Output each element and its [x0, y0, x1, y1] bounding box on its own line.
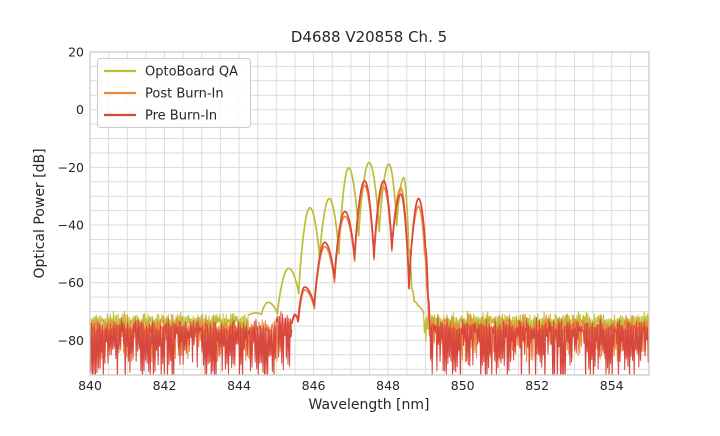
- svg-text:−60: −60: [58, 275, 84, 290]
- legend: OptoBoard QA Post Burn-In Pre Burn-In: [97, 58, 251, 128]
- svg-text:854: 854: [600, 378, 624, 393]
- svg-text:−80: −80: [58, 333, 84, 348]
- chart-title: D4688 V20858 Ch. 5: [291, 28, 447, 46]
- svg-text:0: 0: [76, 102, 84, 117]
- legend-box: [97, 58, 251, 128]
- legend-label: OptoBoard QA: [145, 65, 238, 80]
- svg-text:20: 20: [68, 45, 84, 60]
- svg-text:844: 844: [227, 378, 251, 393]
- y-axis-label: Optical Power [dB]: [32, 148, 48, 278]
- series-lines: [90, 161, 649, 375]
- x-axis-label: Wavelength [nm]: [309, 397, 430, 413]
- legend-label: Post Burn-In: [145, 87, 224, 102]
- svg-text:850: 850: [451, 378, 475, 393]
- legend-item: Pre Burn-In: [104, 109, 217, 124]
- svg-text:852: 852: [525, 378, 549, 393]
- svg-text:840: 840: [78, 378, 102, 393]
- y-tick-labels: 20 0 −20 −40 −60 −80: [58, 45, 84, 348]
- svg-text:−20: −20: [58, 160, 84, 175]
- legend-label: Pre Burn-In: [145, 109, 217, 124]
- x-tick-labels: 840 842 844 846 848 850 852 854: [78, 378, 624, 393]
- svg-text:−40: −40: [58, 218, 84, 233]
- legend-item: Post Burn-In: [104, 87, 224, 102]
- svg-text:846: 846: [302, 378, 326, 393]
- axes-border: [89, 51, 650, 376]
- legend-item: OptoBoard QA: [104, 65, 238, 80]
- svg-text:842: 842: [153, 378, 177, 393]
- svg-text:848: 848: [376, 378, 400, 393]
